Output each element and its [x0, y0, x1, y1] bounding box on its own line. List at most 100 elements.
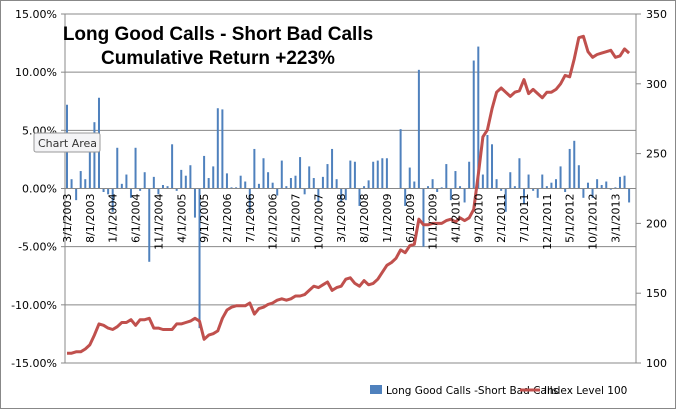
bar — [513, 186, 516, 189]
bar — [189, 165, 192, 189]
bar — [75, 188, 78, 201]
bar — [161, 185, 164, 189]
bar — [367, 180, 370, 189]
bar — [381, 158, 384, 189]
bar — [477, 46, 480, 189]
x-axis-tick-label: 9/1/2010 — [472, 194, 485, 243]
bar — [536, 188, 539, 198]
bar — [221, 109, 224, 189]
bar — [523, 188, 525, 204]
line-series — [67, 34, 631, 355]
chart-area-tooltip: Chart Area — [33, 132, 101, 153]
x-axis-tick-label: 7/1/2011 — [518, 194, 531, 243]
x-axis-tick-label: 12/1/2006 — [267, 194, 280, 250]
bar — [463, 188, 466, 203]
bar — [404, 188, 407, 206]
bar — [289, 178, 292, 189]
bar — [440, 187, 443, 189]
bar — [84, 179, 87, 189]
x-axis-tick-label: 2/1/2006 — [221, 194, 234, 243]
x-axis-tick-label: 6/1/2004 — [130, 194, 143, 243]
bar — [248, 188, 251, 212]
bar — [107, 188, 110, 195]
bar — [591, 188, 594, 198]
bar — [175, 188, 178, 191]
bar — [623, 175, 626, 189]
bar — [303, 188, 306, 195]
bar — [120, 183, 123, 189]
bar — [417, 69, 420, 189]
bar — [500, 188, 503, 191]
x-axis-tick-label: 6/1/2009 — [404, 194, 417, 243]
bar — [344, 188, 347, 201]
chart-title-line-2: Cumulative Return +223% — [101, 48, 335, 69]
bar — [340, 188, 343, 203]
bar — [545, 186, 548, 189]
tooltip-text: Chart Area — [38, 137, 97, 150]
bar — [299, 157, 302, 189]
x-axis-tick-label: 4/1/2010 — [449, 194, 462, 243]
bar — [267, 172, 270, 189]
bar — [577, 165, 580, 189]
bar — [376, 160, 379, 189]
bar — [495, 179, 498, 189]
x-axis-tick-label: 8/1/2003 — [84, 194, 97, 243]
bar — [408, 167, 411, 189]
x-axis-tick-label: 11/1/2004 — [152, 194, 165, 250]
bar — [157, 188, 160, 195]
bar — [280, 160, 283, 189]
bar — [335, 179, 338, 189]
bar — [70, 179, 73, 189]
x-axis-tick-label: 9/1/2005 — [198, 194, 211, 243]
bar — [449, 188, 452, 201]
bar — [363, 186, 366, 189]
legend[interactable]: Long Good Calls -Short Bad Calls Index L… — [370, 385, 627, 397]
bar — [628, 188, 631, 203]
bar — [276, 188, 279, 196]
bar — [349, 160, 352, 189]
bar — [111, 188, 114, 212]
bar — [271, 182, 274, 189]
bar — [472, 60, 475, 189]
bar — [235, 187, 238, 189]
bar — [129, 188, 132, 198]
left-axis-tick-label: -5.00% — [18, 241, 57, 254]
bar — [491, 144, 494, 189]
bar — [596, 179, 599, 189]
right-axis-tick-label: 150 — [646, 287, 667, 300]
bar — [358, 188, 361, 206]
axes — [64, 14, 637, 363]
bar — [198, 188, 201, 329]
bar — [225, 173, 228, 189]
bar — [582, 188, 585, 198]
bar — [459, 186, 462, 189]
bar — [527, 174, 530, 189]
bar — [326, 164, 329, 189]
bar — [618, 176, 621, 189]
bar — [504, 188, 507, 212]
bar — [481, 174, 484, 189]
bar — [399, 129, 402, 189]
bar — [317, 188, 320, 203]
bar — [413, 181, 416, 189]
bar — [605, 181, 608, 189]
x-axis-tick-label: 8/1/2008 — [358, 194, 371, 243]
bar — [244, 181, 247, 189]
bar — [468, 161, 471, 189]
x-axis-tick-label: 7/1/2006 — [244, 194, 257, 243]
bar — [486, 134, 489, 189]
bar — [193, 188, 196, 218]
x-axis-tick-label: 5/1/2012 — [564, 194, 577, 243]
bar — [559, 166, 562, 189]
bar — [573, 140, 576, 189]
bar — [331, 148, 334, 189]
bar — [116, 147, 119, 189]
x-axis-tick-label: 10/1/2012 — [587, 194, 600, 250]
bar — [614, 187, 617, 189]
bar — [385, 158, 388, 189]
x-axis-tick-label: 3/1/2008 — [335, 194, 348, 243]
bar — [171, 144, 174, 189]
right-axis-tick-label: 350 — [646, 8, 667, 21]
right-axis-labels: 350 300 250 200 150 100 — [646, 8, 667, 370]
